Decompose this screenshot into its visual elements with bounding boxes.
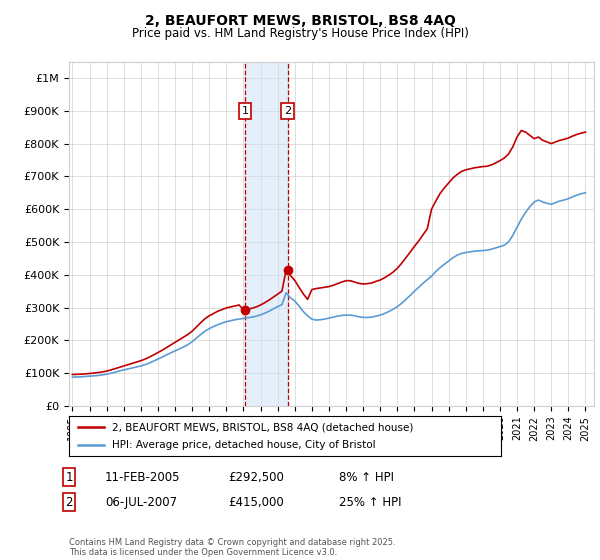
Text: HPI: Average price, detached house, City of Bristol: HPI: Average price, detached house, City… — [112, 440, 376, 450]
Text: 06-JUL-2007: 06-JUL-2007 — [105, 496, 177, 509]
Text: 8% ↑ HPI: 8% ↑ HPI — [339, 470, 394, 484]
Text: 1: 1 — [242, 106, 248, 116]
Text: 1: 1 — [65, 470, 73, 484]
Text: Price paid vs. HM Land Registry's House Price Index (HPI): Price paid vs. HM Land Registry's House … — [131, 27, 469, 40]
Text: £292,500: £292,500 — [228, 470, 284, 484]
Text: 2: 2 — [284, 106, 291, 116]
Bar — [245, 62, 287, 406]
Text: 2, BEAUFORT MEWS, BRISTOL, BS8 4AQ: 2, BEAUFORT MEWS, BRISTOL, BS8 4AQ — [145, 14, 455, 28]
Text: 11-FEB-2005: 11-FEB-2005 — [105, 470, 181, 484]
Text: 25% ↑ HPI: 25% ↑ HPI — [339, 496, 401, 509]
Text: 2, BEAUFORT MEWS, BRISTOL, BS8 4AQ (detached house): 2, BEAUFORT MEWS, BRISTOL, BS8 4AQ (deta… — [112, 422, 413, 432]
Text: £415,000: £415,000 — [228, 496, 284, 509]
Text: Contains HM Land Registry data © Crown copyright and database right 2025.
This d: Contains HM Land Registry data © Crown c… — [69, 538, 395, 557]
Text: 2: 2 — [65, 496, 73, 509]
